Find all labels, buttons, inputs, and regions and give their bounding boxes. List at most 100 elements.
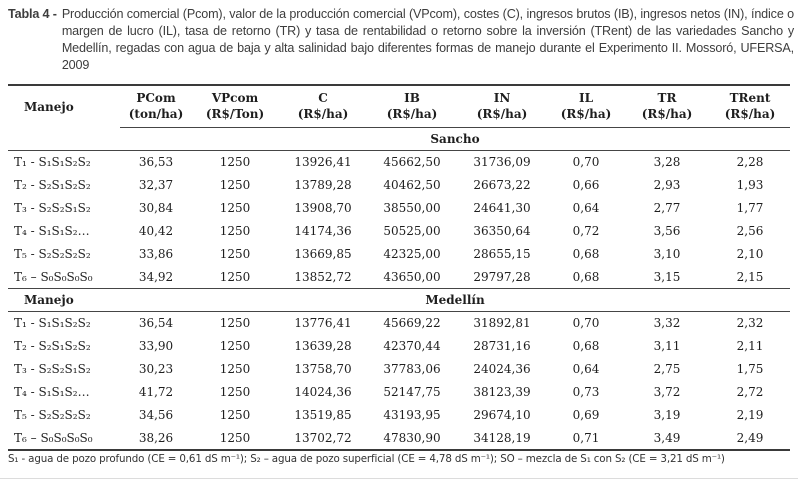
- value-cell: 2,19: [736, 408, 764, 422]
- value-cell: 3,56: [653, 224, 681, 238]
- table-row: T₃ - S₂S₂S₁S₂ 30,84 1250 13908,70 38550,00 24…: [8, 197, 790, 220]
- table-row: T₆ – S₀S₀S₀S₀ 38,26 1250 13702,72 47830,90 34…: [8, 427, 790, 450]
- value-cell: 30,23: [138, 362, 174, 376]
- value-cell: 3,11: [653, 339, 681, 353]
- value-cell: 2,72: [736, 385, 764, 399]
- value-cell: 0,71: [572, 430, 600, 445]
- value-cell: 43650,00: [383, 269, 441, 284]
- treatment-label: T₂ - S₂S₁S₂S₂: [14, 339, 91, 353]
- col-header-name: IB: [404, 91, 420, 105]
- value-cell: 1250: [219, 430, 251, 445]
- value-cell: 41,72: [138, 385, 174, 399]
- value-cell: 42370,44: [383, 339, 441, 353]
- value-cell: 40462,50: [383, 178, 441, 192]
- value-cell: 24641,30: [473, 201, 531, 215]
- value-cell: 1250: [219, 201, 251, 215]
- col-header-trent: TRent (R$/ha): [710, 85, 790, 128]
- value-cell: 13702,72: [294, 430, 352, 445]
- table-row: T₃ - S₂S₂S₁S₂ 30,23 1250 13758,70 37783,06 24…: [8, 358, 790, 381]
- table-body: Sancho T₁ - S₁S₁S₂S₂ 36,53 1250 13926,41 4566…: [8, 127, 790, 450]
- value-cell: 24024,36: [473, 362, 531, 376]
- value-cell: 2,93: [653, 178, 681, 192]
- value-cell: 14024,36: [294, 385, 352, 399]
- value-cell: 34,92: [138, 269, 174, 284]
- col-header-name: IL: [578, 91, 594, 105]
- value-cell: 1250: [219, 385, 251, 399]
- section-band: Sancho: [8, 127, 790, 151]
- value-cell: 13852,72: [294, 269, 352, 284]
- col-header-unit: (R$/ha): [297, 107, 349, 121]
- table-row: T₁ - S₁S₁S₂S₂ 36,53 1250 13926,41 45662,50 31…: [8, 151, 790, 174]
- table-caption-text: Producción comercial (Pcom), valor de la…: [61, 7, 794, 72]
- band-row-header: Manejo: [8, 288, 120, 312]
- treatment-label: T₆ – S₀S₀S₀S₀: [14, 430, 93, 445]
- value-cell: 38123,39: [473, 385, 531, 399]
- table-row: T₆ – S₀S₀S₀S₀ 34,92 1250 13852,72 43650,00 29…: [8, 266, 790, 289]
- value-cell: 13519,85: [294, 408, 352, 422]
- value-cell: 3,15: [653, 269, 681, 284]
- value-cell: 43193,95: [383, 408, 441, 422]
- value-cell: 3,72: [653, 385, 681, 399]
- col-header-manejo: Manejo: [24, 99, 74, 114]
- value-cell: 31736,09: [473, 155, 531, 170]
- value-cell: 2,56: [736, 224, 764, 238]
- col-header-unit: (R$/ha): [560, 107, 612, 121]
- value-cell: 2,28: [736, 155, 764, 170]
- col-header-name: VPcom: [211, 91, 259, 105]
- value-cell: 2,10: [736, 247, 764, 261]
- value-cell: 0,64: [572, 362, 600, 376]
- value-cell: 2,77: [653, 201, 681, 215]
- treatment-label: T₃ - S₂S₂S₁S₂: [14, 362, 91, 376]
- col-header-il: IL (R$/ha): [548, 85, 624, 128]
- value-cell: 3,10: [653, 247, 681, 261]
- value-cell: 13758,70: [294, 362, 352, 376]
- value-cell: 36,53: [138, 155, 174, 170]
- value-cell: 13776,41: [294, 316, 352, 331]
- value-cell: 45669,22: [383, 316, 441, 331]
- value-cell: 38,26: [138, 430, 174, 445]
- col-header-ib: IB (R$/ha): [368, 85, 456, 128]
- col-header-name: IN: [493, 91, 511, 105]
- value-cell: 0,64: [572, 201, 600, 215]
- value-cell: 0,70: [572, 316, 600, 331]
- treatment-label: T₁ - S₁S₁S₂S₂: [14, 316, 91, 331]
- col-header-tr: TR (R$/ha): [624, 85, 710, 128]
- value-cell: 52147,75: [383, 385, 441, 399]
- value-cell: 38550,00: [383, 201, 441, 215]
- table-header: Manejo PCom (ton/ha) VPcom (R$/Ton) C (R$/ha) I…: [8, 85, 790, 128]
- treatment-label: T₁ - S₁S₁S₂S₂: [14, 155, 91, 170]
- section-band: Manejo Medellín: [8, 288, 790, 312]
- results-table: Manejo PCom (ton/ha) VPcom (R$/Ton) C (R$/ha) I…: [8, 84, 790, 451]
- value-cell: 0,70: [572, 155, 600, 170]
- table-caption: Tabla 4 - Producción comercial (Pcom), v…: [8, 6, 794, 74]
- value-cell: 36,54: [138, 316, 174, 331]
- table-row: T₂ - S₂S₁S₂S₂ 32,37 1250 13789,28 40462,50 26…: [8, 174, 790, 197]
- col-header-name: TRent: [729, 91, 771, 105]
- table-row: T₅ - S₂S₂S₂S₂ 34,56 1250 13519,85 43193,95 29…: [8, 404, 790, 427]
- treatment-label: T₆ – S₀S₀S₀S₀: [14, 269, 93, 284]
- treatment-label: T₃ - S₂S₂S₁S₂: [14, 201, 91, 215]
- value-cell: 3,19: [653, 408, 681, 422]
- value-cell: 3,32: [653, 316, 681, 331]
- value-cell: 26673,22: [473, 178, 531, 192]
- value-cell: 2,75: [653, 362, 681, 376]
- value-cell: 1250: [219, 316, 251, 331]
- col-header-name: C: [318, 91, 328, 105]
- value-cell: 2,15: [736, 269, 764, 284]
- col-header-unit: (ton/ha): [128, 107, 184, 121]
- value-cell: 13908,70: [294, 201, 352, 215]
- band-spacer: [8, 127, 120, 151]
- value-cell: 30,84: [138, 201, 174, 215]
- value-cell: 34128,19: [473, 430, 531, 445]
- col-header-unit: (R$/ha): [476, 107, 528, 121]
- value-cell: 1,93: [736, 178, 764, 192]
- table-row: T₄ - S₁S₁S₂… 41,72 1250 14024,36 52147,75 381…: [8, 381, 790, 404]
- value-cell: 0,68: [572, 269, 600, 284]
- value-cell: 47830,90: [383, 430, 441, 445]
- value-cell: 34,56: [138, 408, 174, 422]
- value-cell: 1250: [219, 408, 251, 422]
- table-row: T₅ - S₂S₂S₂S₂ 33,86 1250 13669,85 42325,00 28…: [8, 243, 790, 266]
- value-cell: 13789,28: [294, 178, 352, 192]
- value-cell: 1,77: [736, 201, 764, 215]
